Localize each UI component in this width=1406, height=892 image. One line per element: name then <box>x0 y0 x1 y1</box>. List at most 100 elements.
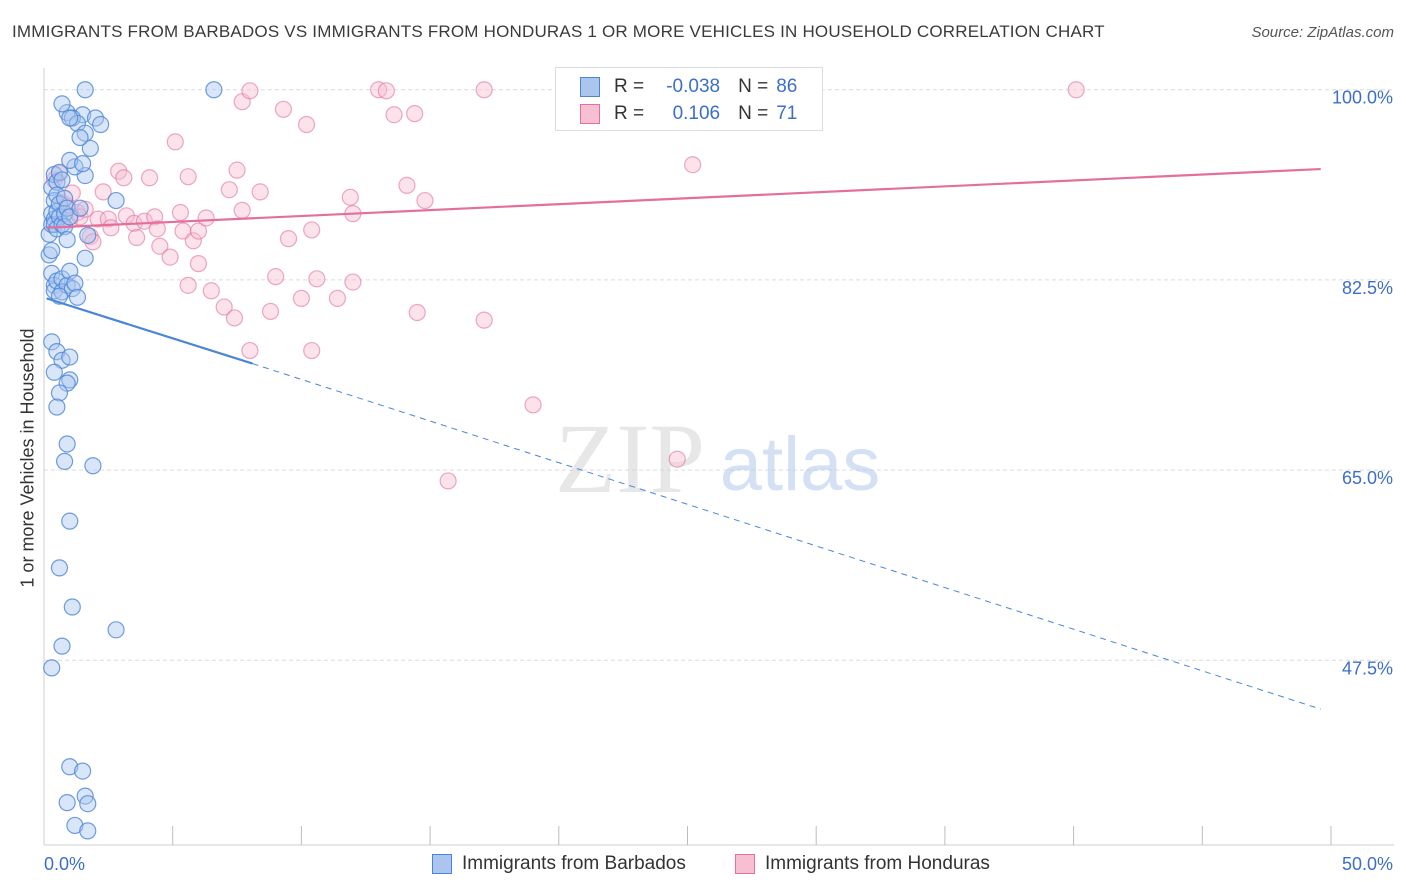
barbados-point <box>79 795 97 813</box>
x-tick-label-min: 0.0% <box>44 854 85 874</box>
legend-item-barbados[interactable]: Immigrants from Barbados <box>432 852 686 876</box>
honduras-point <box>179 168 197 186</box>
data-points <box>40 81 1085 840</box>
honduras-point <box>197 209 215 227</box>
honduras-point <box>439 472 457 490</box>
honduras-point <box>94 183 112 201</box>
barbados-point <box>92 115 110 134</box>
legend-swatch-barbados <box>432 854 452 874</box>
stats-row-barbados: R = -0.038 N = 86 <box>556 74 797 100</box>
n-label: N = <box>738 103 769 124</box>
honduras-point <box>303 221 321 239</box>
barbados-point <box>50 384 69 402</box>
barbados-trend-extension <box>252 363 1321 710</box>
honduras-point <box>115 169 133 187</box>
r-label: R = <box>614 76 645 97</box>
y-tick-label: 100.0% <box>1332 88 1393 108</box>
honduras-point <box>220 181 238 199</box>
honduras-point <box>184 232 202 250</box>
barbados-point <box>63 598 81 616</box>
watermark-atlas: atlas <box>720 422 881 507</box>
stats-row-honduras: R = 0.106 N = 71 <box>556 101 797 127</box>
barbados-point <box>68 288 87 306</box>
tick-labels: 100.0% 82.5% 65.0% 47.5% 0.0% 50.0% <box>44 88 1393 874</box>
barbados-n-value: 86 <box>776 76 798 97</box>
honduras-point <box>279 230 298 248</box>
honduras-point <box>166 133 184 151</box>
correlation-stats-box: R = -0.038 N = 86 R = 0.106 N = 71 <box>555 67 823 131</box>
barbados-point <box>71 128 89 147</box>
honduras-n-value: 71 <box>776 103 798 124</box>
source-label: Source: ZipAtlas.com <box>1251 24 1394 41</box>
honduras-point <box>215 298 233 316</box>
barbados-point <box>43 333 61 351</box>
honduras-point <box>76 200 94 218</box>
legend-item-honduras[interactable]: Immigrants from Honduras <box>735 852 990 876</box>
barbados-point <box>66 816 84 835</box>
honduras-point <box>135 212 153 230</box>
barbados-point <box>205 81 223 99</box>
barbados-point <box>45 363 63 381</box>
trend-lines <box>46 167 1321 710</box>
barbados-point <box>61 371 79 389</box>
barbados-point <box>107 621 125 639</box>
chart-title: IMMIGRANTS FROM BARBADOS VS IMMIGRANTS F… <box>12 22 1105 41</box>
barbados-point <box>53 95 71 113</box>
honduras-point <box>140 169 159 187</box>
y-tick-label: 82.5% <box>1342 278 1393 298</box>
barbados-point <box>61 512 79 530</box>
honduras-point <box>385 106 403 124</box>
honduras-point <box>189 222 208 240</box>
barbados-r-value: -0.038 <box>666 76 721 97</box>
honduras-point <box>398 176 416 194</box>
honduras-point <box>202 282 220 300</box>
honduras-swatch <box>580 104 600 124</box>
barbados-point <box>74 155 92 173</box>
honduras-point <box>524 396 542 414</box>
legend-label-honduras: Immigrants from Honduras <box>765 853 990 874</box>
barbados-point <box>81 139 99 158</box>
barbados-point <box>61 151 79 169</box>
honduras-point <box>475 81 493 99</box>
honduras-point <box>225 309 244 327</box>
barbados-point <box>66 274 84 292</box>
barbados-point <box>53 171 71 189</box>
honduras-point <box>179 276 197 294</box>
y-tick-label: 65.0% <box>1342 468 1393 488</box>
barbados-point <box>48 343 66 361</box>
honduras-point <box>408 303 426 322</box>
honduras-point <box>308 270 326 288</box>
barbados-point <box>48 398 66 416</box>
honduras-point <box>161 248 179 266</box>
barbados-point <box>79 226 97 244</box>
barbados-point <box>79 822 97 840</box>
honduras-point <box>241 82 259 100</box>
n-label: N = <box>738 76 769 97</box>
legend-swatch-honduras <box>735 854 755 874</box>
honduras-point <box>377 82 395 100</box>
honduras-point <box>475 311 493 329</box>
barbados-point <box>61 758 79 776</box>
honduras-point <box>292 289 310 307</box>
barbados-point <box>50 559 69 577</box>
barbados-point <box>84 457 102 475</box>
barbados-point <box>76 81 94 99</box>
barbados-point <box>55 189 74 208</box>
barbados-point <box>61 109 79 127</box>
legend-label-barbados: Immigrants from Barbados <box>462 853 686 874</box>
barbados-point <box>71 199 89 217</box>
honduras-point <box>297 115 316 134</box>
y-tick-label: 47.5% <box>1342 658 1393 678</box>
r-label: R = <box>614 103 645 124</box>
honduras-point <box>148 220 166 238</box>
barbados-point <box>58 435 76 453</box>
honduras-point <box>128 228 146 247</box>
honduras-point <box>102 219 120 237</box>
barbados-point <box>55 452 74 470</box>
barbados-swatch <box>580 77 600 97</box>
honduras-point <box>171 203 190 222</box>
barbados-point <box>43 659 61 677</box>
barbados-point <box>107 191 125 210</box>
honduras-point <box>241 341 259 360</box>
